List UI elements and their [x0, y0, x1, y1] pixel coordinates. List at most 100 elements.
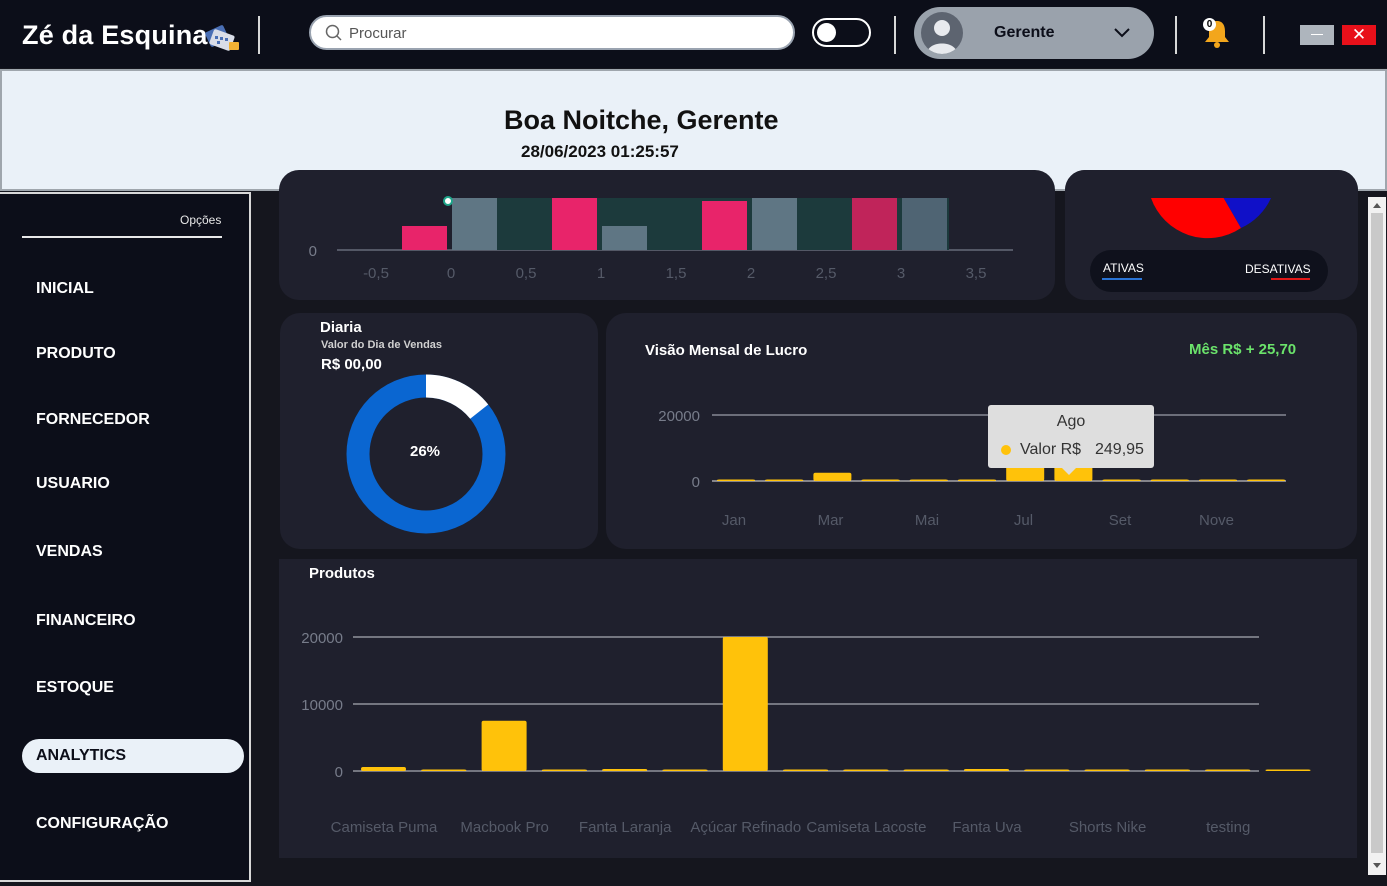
toggle-knob — [817, 23, 836, 42]
sidebar-header: Opções — [180, 213, 222, 227]
sidebar: Opções INICIAL PRODUTO FORNECEDOR USUARIO VE… — [0, 192, 251, 882]
payment-terminal-icon — [205, 25, 239, 51]
legend-active[interactable]: ATIVAS — [1103, 261, 1144, 275]
x-tick-label: Macbook Pro — [460, 819, 548, 836]
divider — [22, 236, 222, 238]
bar — [752, 198, 797, 250]
x-tick-label: Camiseta Lacoste — [806, 819, 926, 836]
bar-set — [1102, 479, 1141, 481]
scrollbar[interactable] — [1368, 197, 1386, 875]
overview-chart-card: 0 -0,5 0 0,5 1 1,5 2 2,5 3 3,5 — [279, 170, 1055, 300]
x-tick-label: Mar — [818, 512, 844, 529]
bar-product — [1144, 769, 1190, 771]
tooltip-label: Valor R$ — [1020, 441, 1082, 458]
bar-product — [843, 769, 889, 771]
avatar — [921, 12, 963, 54]
x-tick-label: 3,5 — [966, 265, 987, 282]
bar — [852, 198, 897, 250]
divider — [894, 16, 896, 54]
bar-product — [602, 768, 648, 771]
sidebar-item-inicial[interactable]: INICIAL — [36, 280, 94, 297]
bar-mar — [813, 472, 852, 481]
bar-product — [1024, 769, 1070, 771]
y-tick-label: 20000 — [658, 408, 700, 425]
data-point-marker — [443, 196, 453, 206]
x-tick-label: Camiseta Puma — [331, 819, 438, 836]
scroll-down-icon[interactable] — [1368, 859, 1386, 873]
bar-abr — [861, 479, 900, 481]
tooltip-dot — [1001, 445, 1011, 455]
x-tick-label: Set — [1109, 512, 1132, 529]
x-tick-label: Jul — [1014, 512, 1033, 529]
bar-product — [1084, 769, 1130, 771]
legend-inactive-underline — [1271, 278, 1310, 280]
sidebar-item-usuario[interactable]: USUARIO — [36, 475, 110, 492]
bar — [402, 226, 447, 250]
donut-value-arc — [425, 374, 489, 420]
monthly-profit-card: Visão Mensal de Lucro Mês R$ + 25,70 0 20… — [606, 313, 1357, 549]
bar-product — [421, 769, 467, 771]
x-tick-label: Jan — [722, 512, 746, 529]
search-icon — [325, 24, 342, 41]
bar — [902, 198, 947, 250]
sidebar-item-estoque[interactable]: ESTOQUE — [36, 679, 114, 696]
sidebar-item-analytics[interactable]: ANALYTICS — [22, 739, 244, 773]
y-tick-label: 10000 — [301, 697, 343, 714]
diaria-donut-chart — [346, 374, 506, 534]
sidebar-item-financeiro[interactable]: FINANCEIRO — [36, 612, 136, 629]
close-button[interactable]: ✕ — [1342, 25, 1376, 45]
x-tick-label: Nove — [1199, 512, 1234, 529]
x-tick-label: -0,5 — [363, 265, 389, 282]
search-box[interactable] — [309, 15, 795, 50]
y-tick-label: 0 — [692, 474, 700, 491]
monthly-title: Visão Mensal de Lucro — [645, 342, 808, 359]
bar-product — [361, 766, 406, 771]
diaria-title: Diaria — [320, 319, 362, 336]
greeting-datetime: 28/06/2023 01:25:57 — [521, 142, 679, 161]
bar-product — [662, 769, 708, 771]
top-bar: Zé da Esquina Gerente — [0, 0, 1387, 68]
x-tick-label: Açúcar Refinado — [690, 819, 801, 836]
chevron-down-icon[interactable] — [1112, 25, 1132, 41]
bar-out — [1150, 479, 1189, 481]
bar-product — [964, 768, 1009, 771]
bar-mai — [909, 479, 948, 481]
products-bar-chart: 0 10000 20000 Camiseta Puma Macbook Pro Fanta… — [301, 630, 1311, 836]
sidebar-item-configuração[interactable]: CONFIGURAÇÃO — [36, 815, 169, 832]
chart-tooltip: Ago Valor R$ 249,95 — [988, 405, 1154, 475]
x-tick-label: 1 — [597, 265, 605, 282]
sidebar-item-fornecedor[interactable]: FORNECEDOR — [36, 411, 150, 428]
x-tick-label: 1,5 — [666, 265, 687, 282]
bar-jan — [717, 479, 755, 481]
status-pie-chart — [1065, 170, 1358, 239]
bar-product — [481, 720, 527, 771]
theme-toggle[interactable] — [812, 18, 871, 47]
bar-nov — [1199, 479, 1237, 481]
scrollbar-thumb[interactable] — [1371, 213, 1383, 853]
greeting-title: Boa Noitche, Gerente — [504, 105, 779, 135]
scroll-up-icon[interactable] — [1368, 199, 1386, 213]
y-tick-label: 0 — [335, 764, 343, 781]
y-tick-label: 20000 — [301, 630, 343, 647]
user-menu[interactable]: Gerente — [914, 7, 1154, 59]
overview-bar-chart: 0 -0,5 0 0,5 1 1,5 2 2,5 3 3,5 — [309, 196, 1013, 282]
pie-legend: ATIVAS DESATIVAS — [1090, 250, 1328, 292]
divider — [258, 16, 260, 54]
sidebar-item-produto[interactable]: PRODUTO — [36, 345, 116, 362]
user-avatar-icon — [927, 20, 957, 54]
diaria-value: R$ 00,00 — [321, 356, 382, 373]
app-title: Zé da Esquina — [22, 20, 208, 50]
legend-inactive[interactable]: DESATIVAS — [1245, 262, 1311, 276]
bar-fev — [765, 479, 804, 481]
bar-product — [903, 769, 949, 771]
x-tick-label: Fanta Laranja — [579, 819, 672, 836]
bar-product — [1205, 769, 1251, 771]
x-tick-label: 0 — [447, 265, 455, 282]
sidebar-item-vendas[interactable]: VENDAS — [36, 543, 103, 560]
minimize-button[interactable] — [1300, 25, 1334, 45]
bar-product — [783, 769, 829, 771]
pie-clip-top — [1065, 170, 1358, 198]
tooltip-arrow — [1062, 468, 1076, 475]
diaria-percent: 26% — [409, 443, 441, 460]
search-input[interactable] — [349, 23, 769, 43]
